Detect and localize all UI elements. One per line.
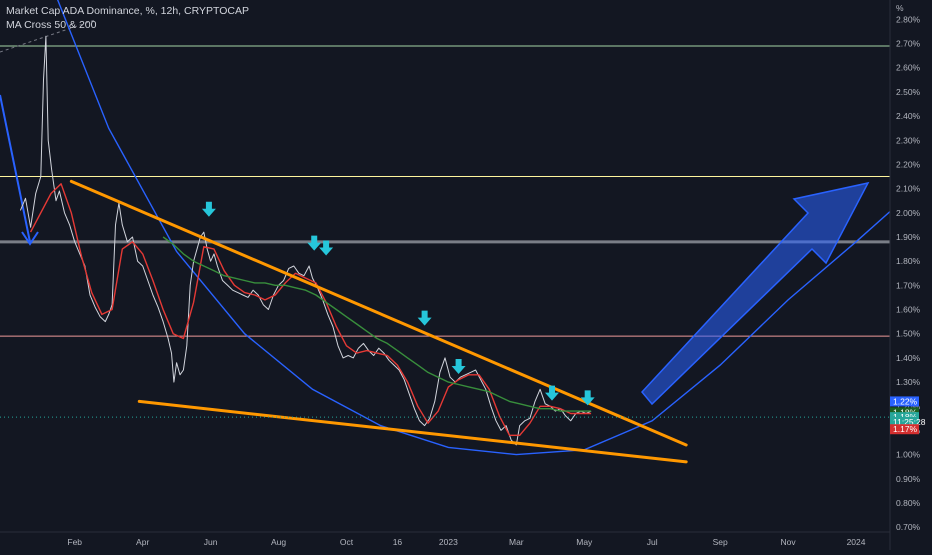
series-ma_slow (162, 236, 592, 412)
trendline-1 (137, 399, 688, 464)
y-tick-label: 2.40% (896, 111, 921, 121)
series-ma_fast (29, 183, 592, 436)
y-tick-label: 1.60% (896, 305, 921, 315)
y-tick-label: 2.10% (896, 184, 921, 194)
y-tick-label: 1.50% (896, 329, 921, 339)
y-tick-label: 0.80% (896, 498, 921, 508)
x-tick-label: Sep (713, 537, 728, 547)
y-tick-label: 2.00% (896, 208, 921, 218)
price-tag-bg-4 (890, 424, 919, 435)
left-arrow-head (21, 231, 39, 246)
projection-layer (641, 181, 870, 406)
y-tick-label: 2.70% (896, 39, 921, 49)
down-arrow-marker-2 (319, 240, 334, 256)
price-tag-bg-3 (890, 416, 919, 427)
projection-arrow (641, 181, 870, 406)
down-arrow-marker-5 (545, 385, 560, 401)
y-axis-panel (890, 0, 932, 550)
left-arrow-line (0, 94, 31, 243)
curve-line (56, 0, 898, 456)
price-tag-3: 11:25:28 (893, 417, 926, 427)
y-tick-label: 1.80% (896, 256, 921, 266)
down-arrow-marker-1 (307, 235, 322, 251)
y-tick-label: 1.30% (896, 377, 921, 387)
price-tag-0: 1.22% (893, 396, 918, 406)
y-tick-label: 0.90% (896, 474, 921, 484)
y-tick-label: 2.20% (896, 159, 921, 169)
trendline-0 (69, 179, 688, 447)
y-tick-label: 2.50% (896, 87, 921, 97)
x-tick-label: 16 (393, 537, 403, 547)
x-tick-label: Aug (271, 537, 286, 547)
x-tick-label: Mar (509, 537, 524, 547)
down-arrow-marker-6 (580, 390, 595, 406)
x-tick-label: Apr (136, 537, 149, 547)
y-tick-label: 1.40% (896, 353, 921, 363)
y-tick-label: 1.00% (896, 450, 921, 460)
x-tick-label: Jun (204, 537, 218, 547)
x-tick-label: Feb (67, 537, 82, 547)
y-tick-label: 2.60% (896, 63, 921, 73)
y-tick-label: 1.90% (896, 232, 921, 242)
x-axis-panel (0, 532, 890, 550)
chart-title: Market Cap ADA Dominance, %, 12h, CRYPTO… (6, 5, 249, 17)
x-tick-label: Oct (340, 537, 354, 547)
indicator-label[interactable]: MA Cross 50 & 200 (6, 19, 97, 31)
x-tick-label: 2023 (439, 537, 458, 547)
marker-layer (201, 201, 595, 406)
level-layer (0, 19, 890, 337)
price-tag-bg-0 (890, 396, 919, 407)
series-layer (19, 35, 592, 446)
x-tick-label: May (576, 537, 593, 547)
down-arrow-marker-4 (451, 358, 466, 374)
curve-layer (0, 0, 898, 456)
x-tick-label: Nov (781, 537, 797, 547)
x-tick-label: Jul (647, 537, 658, 547)
down-arrow-marker-3 (417, 310, 432, 326)
dashed-line (0, 19, 96, 53)
y-tick-label: 2.30% (896, 135, 921, 145)
trendline-layer (69, 179, 688, 464)
y-axis-unit: % (896, 3, 904, 13)
y-tick-label: 2.80% (896, 14, 921, 24)
y-tick-label: 1.70% (896, 280, 921, 290)
y-tick-label: 0.70% (896, 522, 921, 532)
x-tick-label: 2024 (847, 537, 866, 547)
down-arrow-marker-0 (201, 201, 216, 217)
price-tag-4: 1.17% (893, 424, 918, 434)
